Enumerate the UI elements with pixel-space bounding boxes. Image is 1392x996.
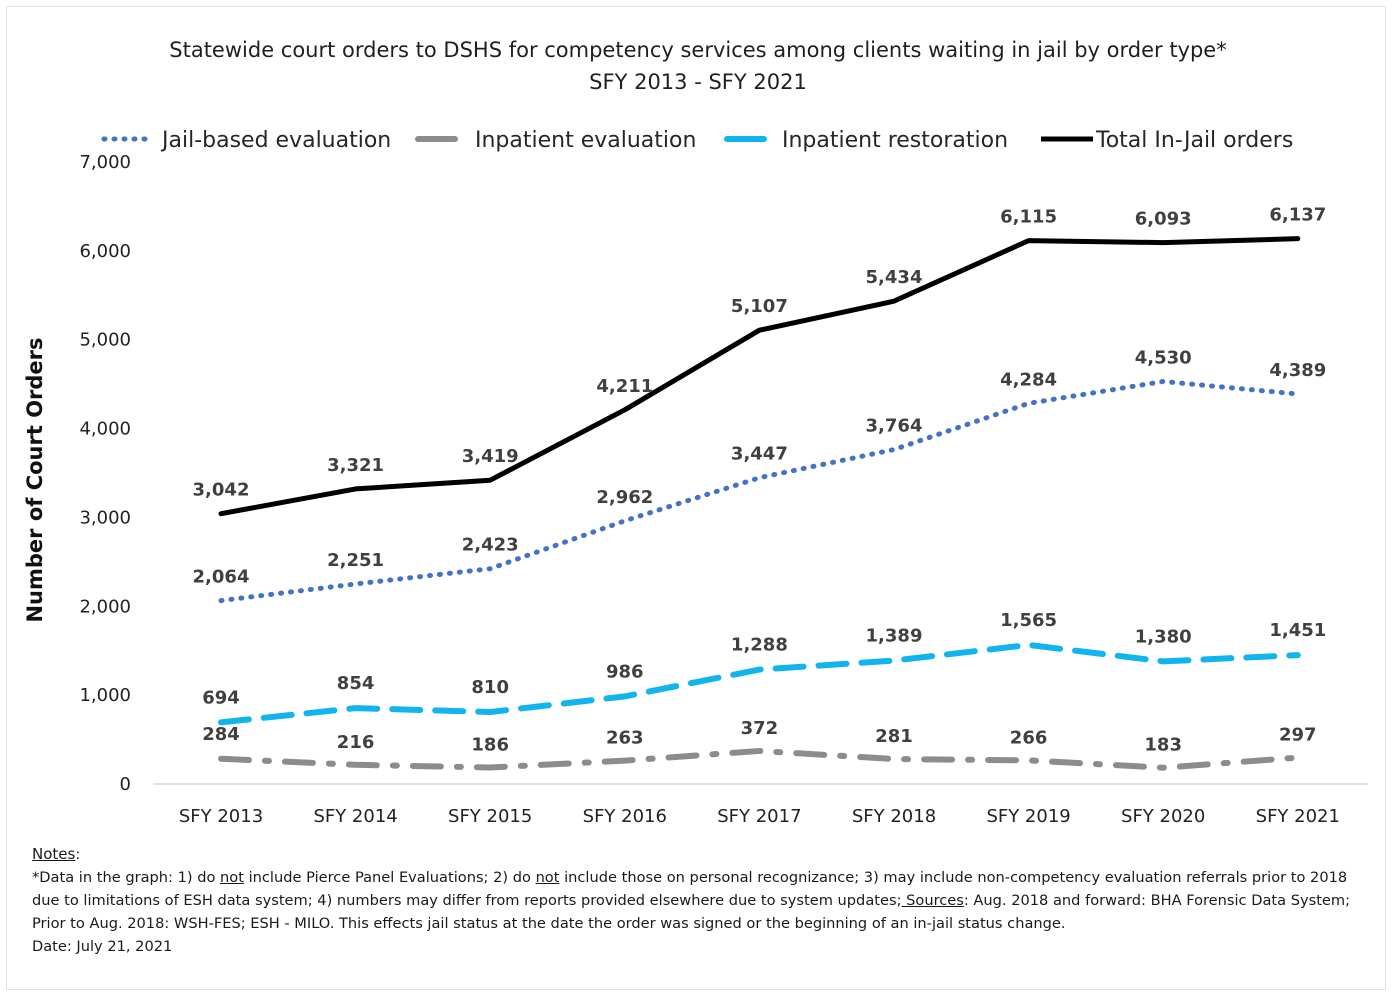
y-axis-ticks: 0 1,000 2,000 3,000 4,000 5,000 6,000 7,000 bbox=[79, 152, 131, 795]
data-label: 3,042 bbox=[193, 480, 250, 501]
notes-text-part: include Pierce Panel Evaluations; 2) do bbox=[243, 869, 536, 886]
x-tick-label: SFY 2019 bbox=[986, 806, 1070, 827]
data-label: 2,251 bbox=[327, 550, 384, 571]
x-tick-label: SFY 2016 bbox=[583, 806, 667, 827]
notes-emphasis-not: not bbox=[220, 869, 244, 886]
line-chart: Statewide court orders to DSHS for compe… bbox=[23, 38, 1368, 827]
data-label: 3,419 bbox=[462, 446, 519, 467]
notes-text-part: *Data in the graph: 1) do bbox=[32, 869, 221, 886]
data-label: 266 bbox=[1010, 727, 1048, 748]
legend-label-total: Total In-Jail orders bbox=[1095, 128, 1293, 153]
data-label: 1,288 bbox=[731, 635, 788, 656]
y-tick-label: 1,000 bbox=[79, 685, 131, 706]
y-tick-label: 7,000 bbox=[79, 152, 131, 173]
data-label: 2,962 bbox=[596, 487, 653, 508]
data-label: 216 bbox=[337, 732, 375, 753]
x-tick-label: SFY 2020 bbox=[1121, 806, 1205, 827]
data-label: 1,380 bbox=[1135, 626, 1192, 647]
notes-emphasis-not: not bbox=[535, 869, 560, 886]
y-tick-label: 4,000 bbox=[79, 419, 131, 440]
data-label: 986 bbox=[606, 661, 644, 682]
data-label: 854 bbox=[337, 673, 375, 694]
data-label: 1,451 bbox=[1269, 620, 1326, 641]
data-label: 3,447 bbox=[731, 444, 788, 465]
jail-based-evaluation-line bbox=[218, 378, 1301, 604]
data-label: 263 bbox=[606, 728, 644, 749]
chart-legend: Jail-based evaluation Inpatient evaluati… bbox=[101, 128, 1293, 153]
data-label: 810 bbox=[471, 677, 509, 698]
data-label: 1,565 bbox=[1000, 610, 1057, 631]
chart-subtitle: SFY 2013 - SFY 2021 bbox=[589, 70, 807, 94]
x-tick-label: SFY 2018 bbox=[852, 806, 936, 827]
y-axis-label: Number of Court Orders bbox=[23, 337, 47, 622]
data-label: 281 bbox=[875, 726, 913, 747]
data-label: 6,115 bbox=[1000, 207, 1057, 228]
data-label: 4,389 bbox=[1269, 360, 1326, 381]
data-label: 2,064 bbox=[193, 567, 250, 588]
x-tick-label: SFY 2013 bbox=[179, 806, 263, 827]
data-labels: 2,064 2,251 2,423 2,962 3,447 3,764 4,284 4,530… bbox=[193, 205, 1327, 756]
data-label: 284 bbox=[202, 724, 240, 745]
data-label: 694 bbox=[202, 687, 240, 708]
y-tick-label: 2,000 bbox=[79, 596, 131, 617]
notes-date: Date: July 21, 2021 bbox=[32, 938, 173, 955]
data-label: 186 bbox=[471, 734, 509, 755]
y-tick-label: 0 bbox=[120, 774, 131, 795]
data-label: 6,137 bbox=[1269, 205, 1326, 226]
notes-text: *Data in the graph: 1) do not include Pi… bbox=[32, 866, 1367, 935]
chart-frame bbox=[6, 6, 1386, 990]
notes-block: Notes: *Data in the graph: 1) do not inc… bbox=[32, 843, 1367, 958]
data-label: 3,764 bbox=[866, 416, 923, 437]
data-label: 4,284 bbox=[1000, 369, 1057, 390]
legend-label-jail-based: Jail-based evaluation bbox=[160, 128, 391, 153]
data-label: 3,321 bbox=[327, 455, 384, 476]
data-label: 1,389 bbox=[866, 626, 923, 647]
notes-text-part: include those on personal recognizance; … bbox=[32, 869, 1348, 909]
legend-label-inpatient-eval: Inpatient evaluation bbox=[475, 128, 696, 153]
x-axis-ticks: SFY 2013 SFY 2014 SFY 2015 SFY 2016 SFY 2017… bbox=[179, 806, 1340, 827]
legend-label-inpatient-restoration: Inpatient restoration bbox=[782, 128, 1008, 153]
y-tick-label: 5,000 bbox=[79, 330, 131, 351]
x-tick-label: SFY 2021 bbox=[1256, 806, 1340, 827]
y-tick-label: 6,000 bbox=[79, 241, 131, 262]
data-label: 5,107 bbox=[731, 296, 788, 317]
inpatient-evaluation-line bbox=[218, 747, 1301, 771]
x-tick-label: SFY 2014 bbox=[313, 806, 397, 827]
notes-sources-label: Sources bbox=[901, 892, 964, 909]
data-label: 5,434 bbox=[866, 267, 923, 288]
data-label: 183 bbox=[1144, 735, 1182, 756]
notes-heading-colon: : bbox=[75, 846, 81, 863]
chart-title: Statewide court orders to DSHS for compe… bbox=[169, 38, 1226, 62]
notes-heading-line: Notes: bbox=[32, 843, 1367, 866]
data-label: 4,530 bbox=[1135, 347, 1192, 368]
inpatient-restoration-line bbox=[218, 641, 1301, 726]
series-lines bbox=[218, 236, 1301, 771]
data-label: 4,211 bbox=[596, 376, 653, 397]
y-tick-label: 3,000 bbox=[79, 507, 131, 528]
total-in-jail-orders-line bbox=[218, 236, 1301, 517]
data-label: 2,423 bbox=[462, 535, 519, 556]
data-label: 297 bbox=[1279, 725, 1317, 746]
notes-heading: Notes bbox=[32, 845, 76, 863]
data-label: 6,093 bbox=[1135, 209, 1192, 230]
x-tick-label: SFY 2017 bbox=[717, 806, 801, 827]
data-label: 372 bbox=[741, 718, 779, 739]
x-tick-label: SFY 2015 bbox=[448, 806, 532, 827]
notes-text-part: : Aug. 2018 and forward: BHA Forensic Da… bbox=[32, 892, 1351, 932]
